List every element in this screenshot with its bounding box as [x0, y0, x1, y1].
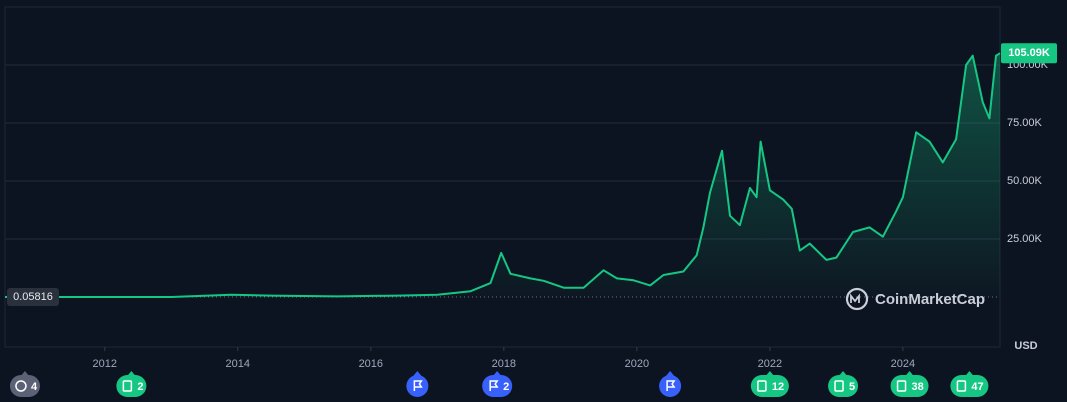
event-count: 2: [503, 381, 509, 393]
event-count: 2: [137, 381, 143, 393]
x-tick-label: 2018: [492, 358, 516, 370]
price-area: [5, 53, 1000, 298]
event-badge[interactable]: [659, 375, 682, 397]
event-badge[interactable]: [406, 375, 429, 397]
y-tick-label: 50.00K: [1007, 175, 1043, 187]
watermark-logo: [845, 287, 869, 311]
flag-icon: [413, 380, 423, 391]
last-price-box: [1001, 43, 1057, 64]
news-icon: [956, 380, 967, 392]
currency-label: USD: [1014, 340, 1037, 352]
x-tick-label: 2020: [625, 358, 649, 370]
news-icon: [896, 380, 907, 392]
start-price-label: 0.05816: [13, 291, 53, 303]
news-icon: [834, 380, 844, 392]
x-tick-label: 2024: [891, 358, 915, 370]
x-tick-label: 2022: [758, 358, 782, 370]
news-icon: [757, 380, 767, 392]
y-tick-label: 75.00K: [1007, 117, 1043, 129]
last-price-label: 105.09K: [1008, 47, 1050, 59]
history-icon: [15, 380, 27, 392]
watermark: CoinMarketCap: [845, 287, 985, 311]
event-badge[interactable]: [9, 375, 40, 397]
event-count: 5: [849, 381, 855, 393]
flag-icon: [666, 380, 676, 391]
x-tick-label: 2016: [359, 358, 383, 370]
news-icon: [122, 380, 133, 392]
event-count: 38: [912, 381, 924, 393]
event-count: 47: [971, 381, 983, 393]
start-price-box: [7, 287, 59, 306]
flag-icon: [489, 380, 499, 391]
watermark-logo: [850, 293, 860, 303]
price-line: [5, 52, 1001, 298]
event-count: 4: [31, 381, 38, 393]
x-tick-label: 2014: [226, 358, 250, 370]
event-count: 12: [772, 381, 784, 393]
y-tick-label: 25.00K: [1007, 233, 1043, 245]
watermark-text: CoinMarketCap: [875, 291, 985, 308]
x-tick-label: 2012: [93, 358, 117, 370]
